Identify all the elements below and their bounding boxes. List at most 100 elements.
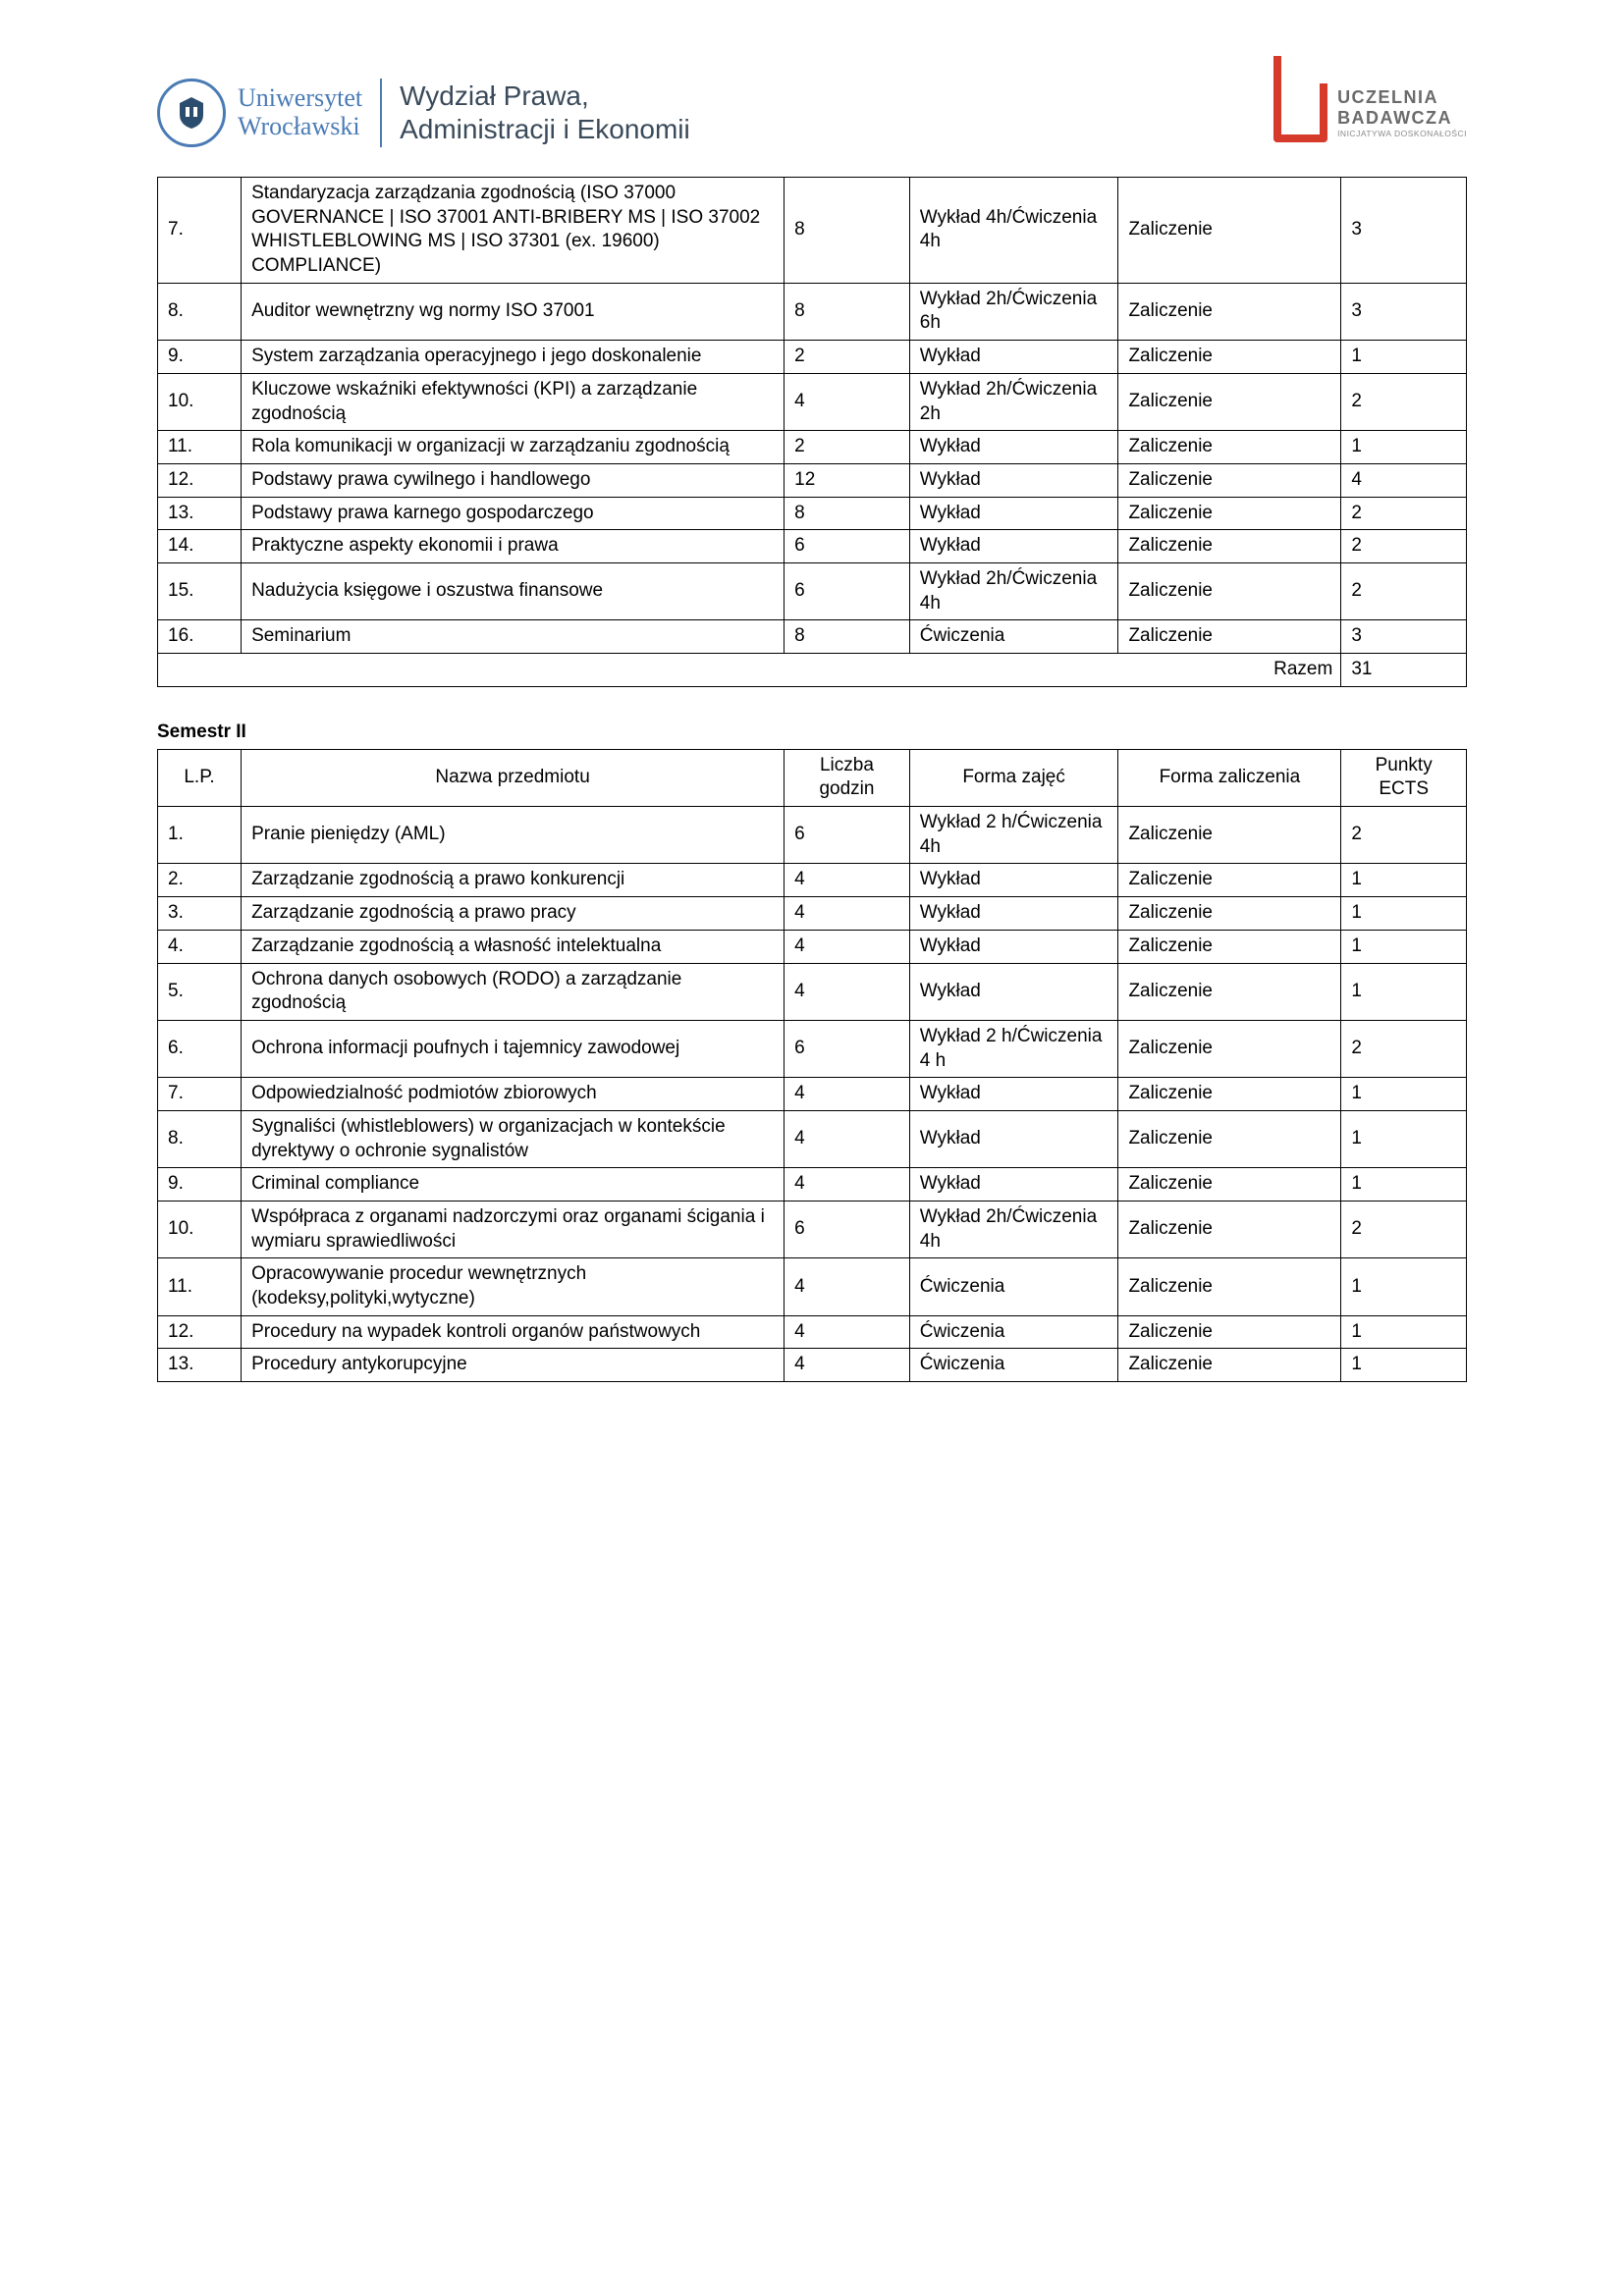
cell-ects: 1 — [1341, 930, 1467, 963]
cell-forma: Ćwiczenia — [909, 620, 1118, 654]
cell-godz: 4 — [785, 1315, 910, 1349]
cell-forma: Wykład 2h/Ćwiczenia 4h — [909, 1201, 1118, 1258]
university-name-l2: Wrocławski — [238, 113, 362, 141]
university-name-l1: Uniwersytet — [238, 84, 362, 113]
cell-forma: Wykład 2h/Ćwiczenia 6h — [909, 283, 1118, 340]
cell-lp: 10. — [158, 1201, 242, 1258]
cell-zal: Zaliczenie — [1118, 431, 1341, 464]
cell-lp: 13. — [158, 497, 242, 530]
cell-name: Procedury na wypadek kontroli organów pa… — [242, 1315, 785, 1349]
cell-godz: 2 — [785, 341, 910, 374]
cell-zal: Zaliczenie — [1118, 864, 1341, 897]
cell-ects: 1 — [1341, 341, 1467, 374]
cell-name: Sygnaliści (whistleblowers) w organizacj… — [242, 1110, 785, 1167]
cell-ects: 3 — [1341, 178, 1467, 284]
cell-godz: 6 — [785, 530, 910, 563]
cell-lp: 7. — [158, 1078, 242, 1111]
courses-table-2: L.P. Nazwa przedmiotu Liczba godzin Form… — [157, 749, 1467, 1382]
cell-name: Auditor wewnętrzny wg normy ISO 37001 — [242, 283, 785, 340]
table-row: 3.Zarządzanie zgodnością a prawo pracy4W… — [158, 897, 1467, 931]
cell-lp: 12. — [158, 463, 242, 497]
cell-ects: 1 — [1341, 1078, 1467, 1111]
table-row: 8.Auditor wewnętrzny wg normy ISO 370018… — [158, 283, 1467, 340]
cell-ects: 2 — [1341, 807, 1467, 864]
cell-name: Opracowywanie procedur wewnętrznych (kod… — [242, 1258, 785, 1315]
table-row: 11.Opracowywanie procedur wewnętrznych (… — [158, 1258, 1467, 1315]
cell-zal: Zaliczenie — [1118, 562, 1341, 619]
cell-name: Nadużycia księgowe i oszustwa finansowe — [242, 562, 785, 619]
cell-ects: 2 — [1341, 373, 1467, 430]
cell-zal: Zaliczenie — [1118, 1078, 1341, 1111]
th-zal: Forma zaliczenia — [1118, 749, 1341, 806]
cell-zal: Zaliczenie — [1118, 963, 1341, 1020]
cell-lp: 9. — [158, 341, 242, 374]
cell-name: Zarządzanie zgodnością a własność intele… — [242, 930, 785, 963]
cell-zal: Zaliczenie — [1118, 1315, 1341, 1349]
cell-forma: Wykład — [909, 1110, 1118, 1167]
badge-l2: BADAWCZA — [1337, 108, 1467, 129]
cell-lp: 15. — [158, 562, 242, 619]
cell-name: Criminal compliance — [242, 1168, 785, 1201]
cell-godz: 4 — [785, 930, 910, 963]
cell-forma: Wykład — [909, 930, 1118, 963]
cell-godz: 4 — [785, 1078, 910, 1111]
cell-ects: 2 — [1341, 1201, 1467, 1258]
cell-forma: Wykład — [909, 463, 1118, 497]
university-logo: Uniwersytet Wrocławski — [157, 79, 362, 147]
cell-forma: Wykład 2 h/Ćwiczenia 4 h — [909, 1020, 1118, 1077]
cell-godz: 4 — [785, 1110, 910, 1167]
cell-godz: 4 — [785, 373, 910, 430]
cell-name: Podstawy prawa cywilnego i handlowego — [242, 463, 785, 497]
cell-name: Podstawy prawa karnego gospodarczego — [242, 497, 785, 530]
cell-name: Kluczowe wskaźniki efektywności (KPI) a … — [242, 373, 785, 430]
cell-lp: 12. — [158, 1315, 242, 1349]
cell-ects: 2 — [1341, 1020, 1467, 1077]
th-godz: Liczba godzin — [785, 749, 910, 806]
cell-forma: Ćwiczenia — [909, 1258, 1118, 1315]
cell-lp: 4. — [158, 930, 242, 963]
cell-ects: 1 — [1341, 1315, 1467, 1349]
cell-forma: Wykład 2 h/Ćwiczenia 4h — [909, 807, 1118, 864]
cell-godz: 4 — [785, 1349, 910, 1382]
cell-ects: 1 — [1341, 1258, 1467, 1315]
table-row: 7.Standaryzacja zarządzania zgodnością (… — [158, 178, 1467, 284]
research-badge-text: UCZELNIA BADAWCZA INICJATYWA DOSKONAŁOŚC… — [1337, 87, 1467, 138]
cell-godz: 4 — [785, 963, 910, 1020]
cell-ects: 1 — [1341, 431, 1467, 464]
faculty-line1: Wydział Prawa, — [400, 80, 690, 113]
total-value: 31 — [1341, 654, 1467, 687]
cell-zal: Zaliczenie — [1118, 1258, 1341, 1315]
page-header: Uniwersytet Wrocławski Wydział Prawa, Ad… — [157, 79, 1467, 147]
table-row: 11.Rola komunikacji w organizacji w zarz… — [158, 431, 1467, 464]
table-row: 13.Procedury antykorupcyjne4ĆwiczeniaZal… — [158, 1349, 1467, 1382]
cell-ects: 1 — [1341, 1168, 1467, 1201]
cell-godz: 2 — [785, 431, 910, 464]
cell-name: System zarządzania operacyjnego i jego d… — [242, 341, 785, 374]
cell-zal: Zaliczenie — [1118, 283, 1341, 340]
cell-godz: 6 — [785, 562, 910, 619]
cell-godz: 4 — [785, 897, 910, 931]
cell-lp: 3. — [158, 897, 242, 931]
cell-godz: 8 — [785, 178, 910, 284]
cell-godz: 8 — [785, 620, 910, 654]
cell-lp: 7. — [158, 178, 242, 284]
cell-name: Standaryzacja zarządzania zgodnością (IS… — [242, 178, 785, 284]
cell-ects: 2 — [1341, 497, 1467, 530]
cell-forma: Wykład — [909, 864, 1118, 897]
cell-forma: Ćwiczenia — [909, 1349, 1118, 1382]
badge-l1: UCZELNIA — [1337, 87, 1467, 108]
cell-name: Pranie pieniędzy (AML) — [242, 807, 785, 864]
table-2-header-row: L.P. Nazwa przedmiotu Liczba godzin Form… — [158, 749, 1467, 806]
faculty-name: Wydział Prawa, Administracji i Ekonomii — [400, 80, 690, 145]
cell-zal: Zaliczenie — [1118, 1201, 1341, 1258]
cell-zal: Zaliczenie — [1118, 178, 1341, 284]
table-row: 15.Nadużycia księgowe i oszustwa finanso… — [158, 562, 1467, 619]
faculty-line2: Administracji i Ekonomii — [400, 113, 690, 146]
cell-forma: Wykład — [909, 963, 1118, 1020]
th-ects: Punkty ECTS — [1341, 749, 1467, 806]
th-name: Nazwa przedmiotu — [242, 749, 785, 806]
cell-godz: 6 — [785, 807, 910, 864]
cell-forma: Wykład — [909, 1168, 1118, 1201]
cell-name: Praktyczne aspekty ekonomii i prawa — [242, 530, 785, 563]
table-row: 7.Odpowiedzialność podmiotów zbiorowych4… — [158, 1078, 1467, 1111]
